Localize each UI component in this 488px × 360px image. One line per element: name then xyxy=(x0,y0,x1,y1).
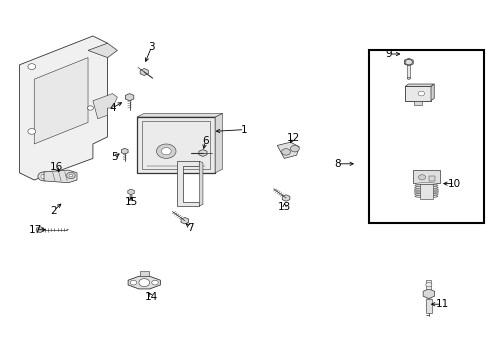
Ellipse shape xyxy=(414,186,437,189)
Circle shape xyxy=(87,106,93,110)
Circle shape xyxy=(41,174,47,179)
Bar xyxy=(405,86,430,101)
Bar xyxy=(368,50,483,223)
Circle shape xyxy=(290,145,299,152)
Polygon shape xyxy=(121,148,128,154)
Ellipse shape xyxy=(414,184,437,187)
Circle shape xyxy=(66,172,75,179)
Bar xyxy=(129,195,132,200)
Polygon shape xyxy=(277,142,299,158)
Polygon shape xyxy=(125,94,134,101)
Bar xyxy=(426,279,430,289)
Circle shape xyxy=(69,174,73,177)
Bar xyxy=(142,121,210,169)
Polygon shape xyxy=(93,94,117,119)
Text: 14: 14 xyxy=(144,292,158,302)
Ellipse shape xyxy=(413,190,438,192)
Text: 5: 5 xyxy=(111,152,118,162)
Polygon shape xyxy=(137,113,222,117)
Polygon shape xyxy=(199,149,206,157)
Ellipse shape xyxy=(414,194,437,196)
Polygon shape xyxy=(181,217,188,224)
Bar xyxy=(137,117,215,173)
Circle shape xyxy=(139,279,149,287)
Polygon shape xyxy=(430,84,433,101)
Bar xyxy=(412,170,439,183)
Text: 7: 7 xyxy=(187,222,194,233)
Circle shape xyxy=(156,144,176,158)
Polygon shape xyxy=(199,161,203,206)
Text: 16: 16 xyxy=(49,162,63,172)
Polygon shape xyxy=(404,58,412,66)
Polygon shape xyxy=(20,36,107,180)
Bar xyxy=(407,65,409,78)
Circle shape xyxy=(28,64,36,69)
Polygon shape xyxy=(177,161,199,206)
Circle shape xyxy=(38,172,50,181)
Polygon shape xyxy=(128,276,160,289)
Polygon shape xyxy=(215,113,222,173)
Ellipse shape xyxy=(413,192,438,194)
Polygon shape xyxy=(405,84,433,86)
Text: 11: 11 xyxy=(435,299,448,309)
Polygon shape xyxy=(88,43,117,58)
Bar xyxy=(413,101,422,105)
Polygon shape xyxy=(44,170,77,183)
Circle shape xyxy=(425,282,431,287)
Text: 9: 9 xyxy=(385,49,391,59)
Bar xyxy=(428,176,434,181)
Circle shape xyxy=(404,59,411,65)
Circle shape xyxy=(151,280,158,285)
Circle shape xyxy=(417,91,424,96)
Bar xyxy=(425,299,431,313)
Text: 6: 6 xyxy=(202,136,208,146)
Polygon shape xyxy=(37,227,43,233)
Circle shape xyxy=(407,77,409,79)
Polygon shape xyxy=(140,68,148,76)
Bar xyxy=(419,184,432,199)
Text: 10: 10 xyxy=(447,179,460,189)
Text: 4: 4 xyxy=(109,103,116,113)
Circle shape xyxy=(418,175,425,180)
Bar xyxy=(140,271,148,276)
Text: 15: 15 xyxy=(124,197,138,207)
Text: 17: 17 xyxy=(28,225,42,235)
Text: 8: 8 xyxy=(333,159,340,169)
Text: 1: 1 xyxy=(241,125,247,135)
Ellipse shape xyxy=(414,195,437,198)
Circle shape xyxy=(130,280,137,285)
Text: 13: 13 xyxy=(277,202,291,212)
Circle shape xyxy=(161,148,171,155)
Polygon shape xyxy=(127,189,134,195)
Polygon shape xyxy=(422,289,434,299)
Text: 12: 12 xyxy=(286,132,300,143)
Ellipse shape xyxy=(414,183,437,185)
Polygon shape xyxy=(34,58,88,144)
Ellipse shape xyxy=(413,188,438,190)
Text: 3: 3 xyxy=(148,42,155,52)
Circle shape xyxy=(28,129,36,134)
Text: 2: 2 xyxy=(50,206,57,216)
Polygon shape xyxy=(282,195,289,201)
Circle shape xyxy=(281,149,290,155)
